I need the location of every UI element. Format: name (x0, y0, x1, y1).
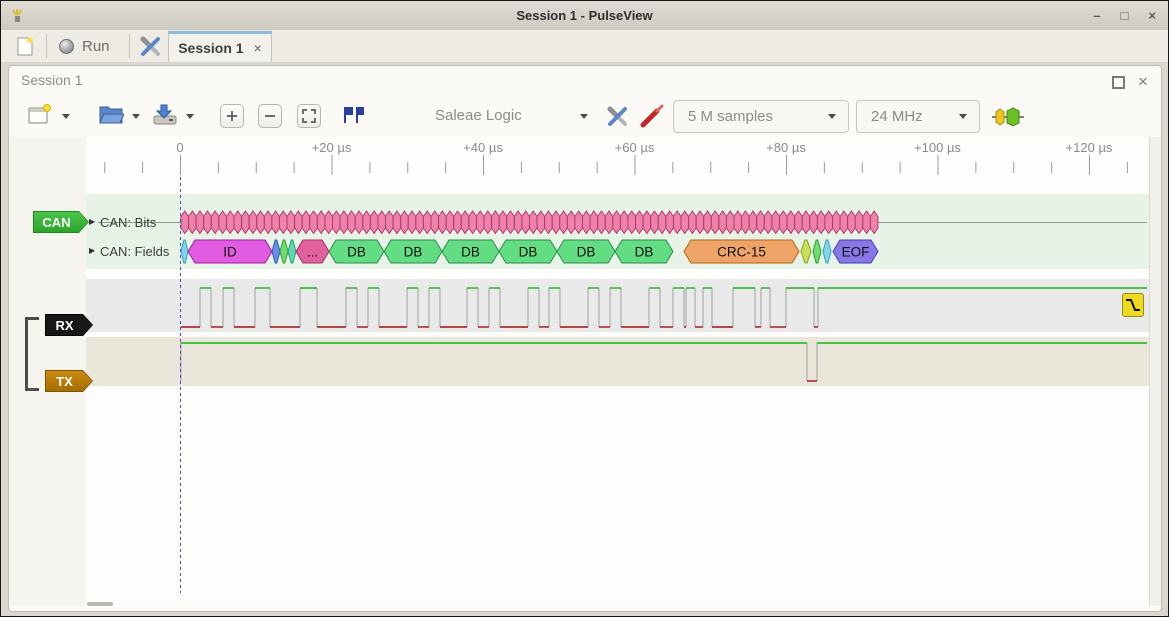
sample-rate-value: 24 MHz (871, 108, 923, 125)
tab-session-1[interactable]: Session 1 × (168, 31, 272, 62)
tools-icon (140, 36, 160, 56)
rx-tag-label: RX (46, 315, 92, 335)
rx-row-band (86, 279, 1149, 332)
falling-edge-icon (1126, 299, 1140, 311)
channels-button[interactable] (638, 102, 666, 130)
run-state-icon (59, 38, 74, 54)
channel-group-bracket (25, 388, 39, 391)
float-icon (1111, 75, 1125, 89)
dock-float-button[interactable] (1109, 73, 1127, 91)
sample-count-caret-icon (828, 114, 836, 119)
ruler-tick-label: +120 µs (1065, 140, 1113, 155)
signal-tag-rx[interactable]: RX (45, 314, 93, 336)
open-folder-icon (99, 106, 124, 124)
open-button[interactable] (98, 103, 124, 127)
zoom-fit-icon (302, 109, 316, 123)
sample-count-value: 5 M samples (688, 108, 774, 125)
ruler-tick-label: +80 µs (766, 140, 806, 155)
device-config-button[interactable] (603, 102, 631, 130)
title-bar: Session 1 - PulseView – □ × (1, 1, 1168, 31)
toolbar-separator (129, 34, 130, 58)
row-label-can-fields: CAN: Fields (100, 244, 170, 259)
sample-count-combobox[interactable]: 5 M samples (673, 100, 849, 133)
save-button[interactable] (152, 103, 178, 127)
channel-group-bracket (25, 317, 39, 320)
horizontal-scrollbar-handle[interactable] (87, 602, 113, 606)
dock-close-button[interactable]: × (1134, 72, 1152, 91)
run-label: Run (82, 37, 110, 55)
sample-rate-caret-icon (959, 114, 967, 119)
open-dropdown[interactable] (132, 114, 140, 119)
decoder-tag-label: CAN (34, 212, 88, 232)
ruler-tick-label: +100 µs (914, 140, 961, 155)
toolbar-separator (46, 34, 47, 58)
dock-title: Session 1 (21, 72, 83, 88)
run-button[interactable]: Run (51, 31, 118, 61)
new-file-icon (17, 37, 33, 56)
maximize-button[interactable]: □ (1120, 8, 1129, 23)
device-selector[interactable]: Saleae Logic (435, 107, 522, 124)
device-tools-icon (607, 106, 627, 126)
tx-row-band (86, 337, 1149, 386)
show-markers-button[interactable] (341, 104, 365, 126)
zoom-in-button[interactable] (220, 104, 244, 128)
tab-close-icon[interactable]: × (253, 40, 262, 56)
ruler-tick-label: +40 µs (463, 140, 503, 155)
zoom-in-icon (227, 111, 237, 121)
close-button[interactable]: × (1148, 8, 1156, 23)
save-icon (153, 104, 177, 125)
zoom-out-icon (265, 115, 275, 117)
device-dropdown[interactable] (580, 114, 588, 119)
zoom-fit-button[interactable] (297, 104, 321, 128)
new-view-button[interactable] (27, 103, 51, 127)
ruler-tick-label: +20 µs (311, 140, 352, 155)
decoder-icon (992, 107, 1024, 127)
zoom-out-button[interactable] (258, 104, 282, 128)
trigger-marker[interactable] (1122, 293, 1144, 317)
expand-arrow-icon[interactable]: ▶ (89, 246, 96, 255)
tx-tag-label: TX (46, 371, 92, 391)
row-label-can-bits: CAN: Bits (100, 215, 157, 230)
expand-arrow-icon[interactable]: ▶ (89, 217, 96, 226)
window-title: Session 1 - PulseView (516, 8, 653, 23)
flags-icon (344, 107, 364, 123)
app-icon (12, 9, 22, 22)
channel-group-bracket[interactable] (25, 317, 28, 391)
new-view-icon (28, 104, 51, 124)
signal-tag-tx[interactable]: TX (45, 370, 93, 392)
tab-label: Session 1 (178, 40, 244, 56)
settings-button[interactable] (133, 31, 167, 61)
add-decoder-button[interactable] (992, 106, 1024, 128)
sample-rate-combobox[interactable]: 24 MHz (856, 100, 980, 133)
new-view-dropdown[interactable] (62, 114, 70, 119)
new-session-button[interactable] (7, 31, 43, 61)
decoder-tag-can[interactable]: CAN (33, 211, 89, 233)
vertical-scrollbar-track[interactable] (1149, 137, 1161, 606)
decoder-row-band (86, 194, 1149, 269)
dock-close-icon: × (1138, 72, 1148, 91)
save-dropdown[interactable] (186, 114, 194, 119)
ruler-tick-label: +60 µs (614, 140, 655, 155)
ruler-tick-label: 0 (176, 140, 184, 155)
probe-icon (640, 104, 664, 128)
minimize-button[interactable]: – (1093, 8, 1101, 23)
